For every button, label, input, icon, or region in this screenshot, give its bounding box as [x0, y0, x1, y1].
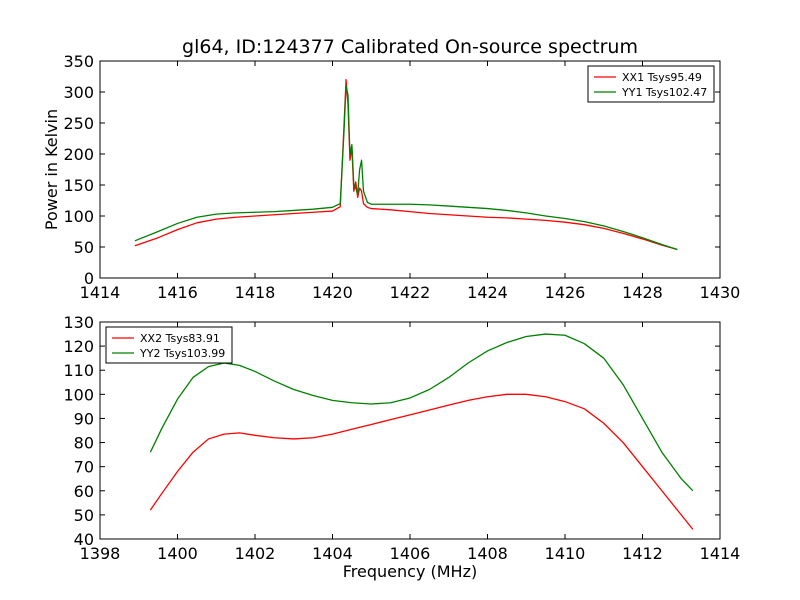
legend: XX1 Tsys95.49 YY1 Tsys102.47	[587, 65, 715, 103]
y-tick-label: 130	[63, 313, 94, 332]
x-tick-label: 1428	[622, 283, 663, 302]
series-line-1-1	[134, 78, 678, 251]
legend-entry: XX2 Tsys83.91	[140, 332, 220, 345]
y-tick-label: 350	[63, 52, 94, 71]
y-tick-label: 300	[63, 83, 94, 102]
x-tick-label: 1430	[700, 283, 741, 302]
x-tick-label: 1400	[157, 544, 198, 563]
y-tick-label: 50	[74, 238, 94, 257]
y-tick-label: 80	[74, 434, 94, 453]
legend-box	[105, 326, 233, 364]
x-tick-label: 1404	[312, 544, 353, 563]
y-tick-label: 200	[63, 145, 94, 164]
y-tick-label: 50	[74, 506, 94, 525]
x-tick-label: 1420	[312, 283, 353, 302]
top-spectrum-panel: 1414 1416 1418 1420 1422 1424 1426 1428 1430 0 50 1…	[42, 52, 740, 302]
legend-entry: YY1 Tsys102.47	[621, 86, 707, 99]
x-tick-label: 1422	[390, 283, 431, 302]
y-tick-label: 90	[74, 409, 94, 428]
x-tick-label: 1424	[467, 283, 508, 302]
y-tick-label: 0	[84, 269, 94, 288]
x-tick-label: 1398	[80, 544, 121, 563]
y-tick-label: 100	[63, 207, 94, 226]
series-line-2-1	[149, 393, 694, 530]
x-tick-label: 1406	[390, 544, 431, 563]
x-tick-label: 1414	[700, 544, 741, 563]
y-tick-label: 110	[63, 361, 94, 380]
legend: XX2 Tsys83.91 YY2 Tsys103.99	[105, 326, 233, 364]
chart-title: gl64, ID:124377 Calibrated On-source spe…	[182, 36, 638, 58]
y-tick-label: 40	[74, 530, 94, 549]
x-axis-label: Frequency (MHz)	[343, 562, 477, 581]
y-tick-label: 150	[63, 176, 94, 195]
x-tick-label: 1426	[545, 283, 586, 302]
legend-entry: YY2 Tsys103.99	[139, 347, 225, 360]
x-tick-label: 1412	[622, 544, 663, 563]
x-tick-label: 1418	[235, 283, 276, 302]
legend-box	[587, 65, 715, 103]
x-tick-label: 1402	[235, 544, 276, 563]
y-tick-label: 60	[74, 482, 94, 501]
x-tick-label: 1416	[157, 283, 198, 302]
x-tick-label: 1410	[545, 544, 586, 563]
y-axis-label: Power in Kelvin	[42, 109, 61, 230]
x-tick-label: 1408	[467, 544, 508, 563]
y-tick-label: 100	[63, 385, 94, 404]
x-tick-label: 1414	[80, 283, 121, 302]
legend-entry: XX1 Tsys95.49	[622, 71, 702, 84]
series-line-1-2	[134, 85, 678, 251]
y-tick-label: 250	[63, 114, 94, 133]
y-tick-label: 70	[74, 458, 94, 477]
bottom-spectrum-panel: 1398 1400 1402 1404 1406 1408 1410 1412 1414 40 50…	[63, 313, 740, 581]
y-tick-label: 120	[63, 337, 94, 356]
